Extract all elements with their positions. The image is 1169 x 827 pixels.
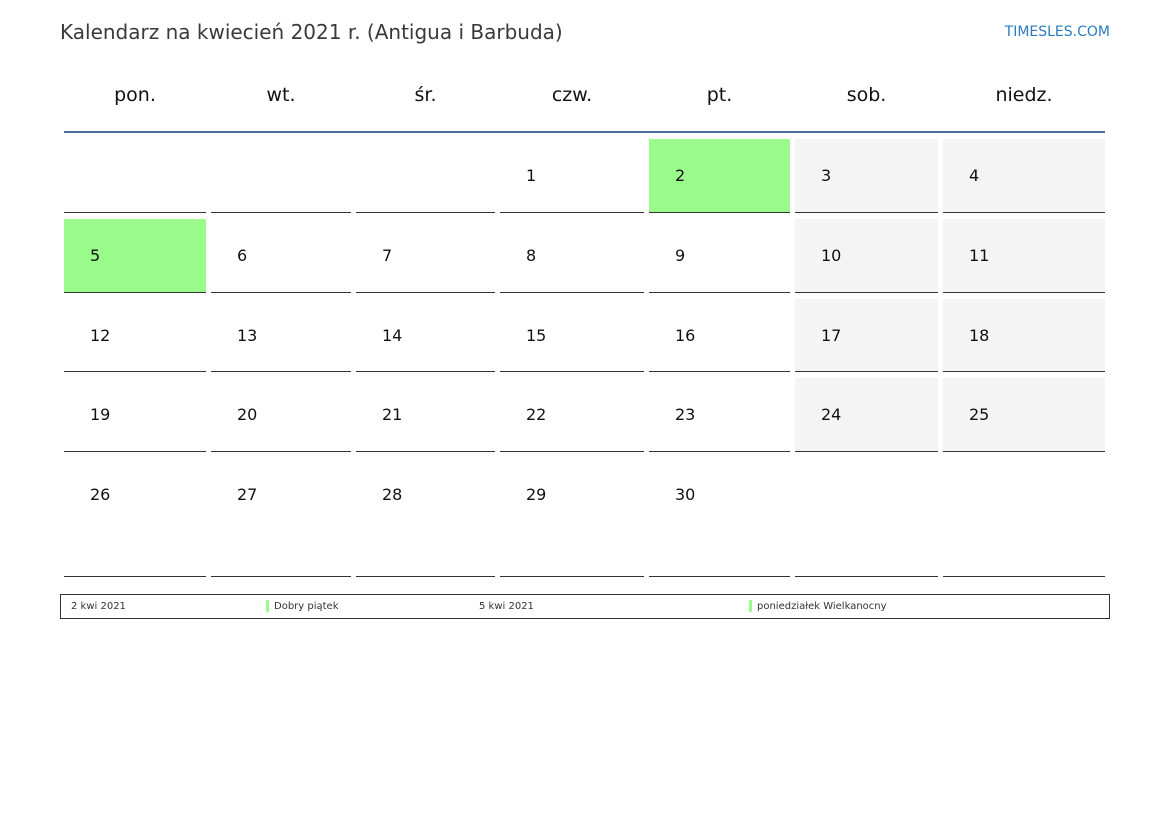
day-number: 6 [237,246,248,265]
weekday-label: pon. [114,84,156,106]
day-number: 8 [526,246,537,265]
weekday-label: niedz. [995,84,1053,106]
holiday-legend: 2 kwi 2021 Dobry piątek 5 kwi 2021 ponie… [60,594,1110,619]
day-cell[interactable]: 6 [211,219,351,293]
day-cell[interactable]: 26 [64,458,206,577]
day-number: 23 [675,405,696,424]
day-number: 29 [526,485,547,504]
day-cell[interactable]: 20 [211,378,351,452]
day-cell[interactable]: 14 [356,299,495,372]
day-number: 1 [526,166,537,185]
day-number: 4 [969,166,980,185]
legend-holiday-name: Dobry piątek [274,601,339,612]
day-number: 25 [969,405,990,424]
holiday-marker [266,600,269,612]
day-number: 20 [237,405,258,424]
day-number: 2 [675,166,686,185]
day-number: 22 [526,405,547,424]
day-number: 17 [821,326,842,345]
day-cell[interactable]: 29 [500,458,644,577]
day-number: 12 [90,326,111,345]
day-cell[interactable]: 22 [500,378,644,452]
day-cell[interactable]: 12 [64,299,206,372]
day-number: 30 [675,485,696,504]
day-number: 21 [382,405,403,424]
day-cell[interactable]: 2 [649,139,790,213]
calendar-grid: 1 2 3 4 5 6 7 8 9 10 11 12 13 14 15 16 17 18 19 20 21 22 23 24 2… [64,139,1105,577]
day-number: 10 [821,246,842,265]
empty-cell [795,458,938,577]
day-cell[interactable]: 18 [943,299,1105,372]
day-cell[interactable]: 16 [649,299,790,372]
empty-cell [211,139,351,213]
day-cell[interactable]: 17 [795,299,938,372]
empty-cell [943,458,1105,577]
day-cell[interactable]: 19 [64,378,206,452]
day-cell[interactable]: 30 [649,458,790,577]
day-cell[interactable]: 1 [500,139,644,213]
brand-link[interactable]: TIMESLES.COM [1004,24,1110,40]
day-number: 19 [90,405,111,424]
day-number: 16 [675,326,696,345]
header-divider [64,131,1105,133]
day-cell[interactable]: 28 [356,458,495,577]
day-cell[interactable]: 11 [943,219,1105,293]
day-number: 15 [526,326,547,345]
day-cell[interactable]: 21 [356,378,495,452]
day-number: 11 [969,246,990,265]
day-cell[interactable]: 23 [649,378,790,452]
weekday-label: pt. [706,84,733,106]
day-cell[interactable]: 8 [500,219,644,293]
day-cell[interactable]: 3 [795,139,938,213]
legend-date: 2 kwi 2021 [71,601,126,612]
weekday-label: śr. [414,84,437,106]
legend-holiday-name: poniedziałek Wielkanocny [757,601,887,612]
day-number: 27 [237,485,258,504]
empty-cell [356,139,495,213]
day-number: 13 [237,326,258,345]
day-number: 28 [382,485,403,504]
weekday-label: czw. [551,84,593,106]
day-cell[interactable]: 15 [500,299,644,372]
day-cell[interactable]: 27 [211,458,351,577]
day-cell[interactable]: 4 [943,139,1105,213]
empty-cell [64,139,206,213]
day-number: 3 [821,166,832,185]
day-cell[interactable]: 25 [943,378,1105,452]
day-cell[interactable]: 24 [795,378,938,452]
day-number: 24 [821,405,842,424]
weekday-header: pon. wt. śr. czw. pt. sob. niedz. [64,84,1105,106]
day-number: 14 [382,326,403,345]
day-cell[interactable]: 5 [64,219,206,293]
day-cell[interactable]: 7 [356,219,495,293]
day-number: 5 [90,246,101,265]
weekday-label: sob. [846,84,887,106]
day-cell[interactable]: 10 [795,219,938,293]
day-number: 18 [969,326,990,345]
day-number: 9 [675,246,686,265]
day-number: 26 [90,485,111,504]
legend-date: 5 kwi 2021 [479,601,534,612]
page-title: Kalendarz na kwiecień 2021 r. (Antigua i… [60,20,563,44]
day-cell[interactable]: 9 [649,219,790,293]
day-cell[interactable]: 13 [211,299,351,372]
holiday-marker [749,600,752,612]
day-number: 7 [382,246,393,265]
weekday-label: wt. [266,84,296,106]
